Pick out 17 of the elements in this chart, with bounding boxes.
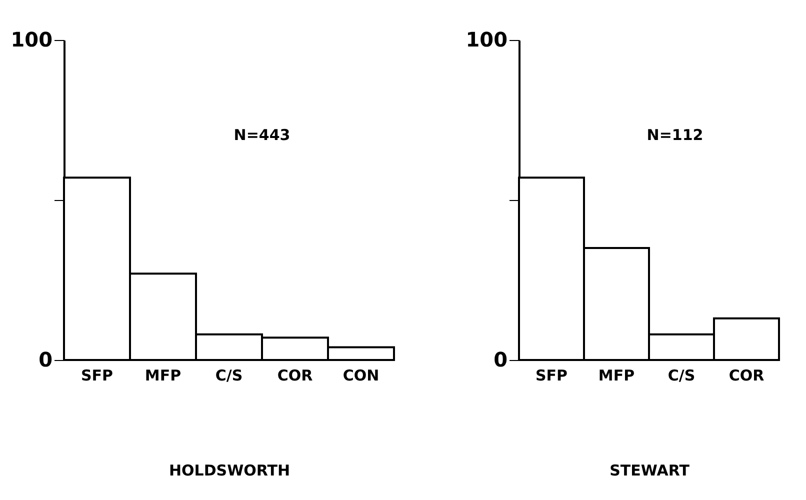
y-tick-label: 100 <box>10 28 52 52</box>
x-axis-title: STEWART <box>610 462 690 480</box>
y-tick-label: 0 <box>38 348 52 372</box>
x-tick-label: SFP <box>80 366 114 384</box>
x-tick-label: COR <box>728 366 765 384</box>
x-tick-label: C/S <box>668 366 696 384</box>
x-tick-label: CON <box>342 366 380 384</box>
annotation: N=443 <box>234 126 290 144</box>
x-tick-label: COR <box>277 366 314 384</box>
x-tick-label: MFP <box>598 366 635 384</box>
x-tick-label: SFP <box>535 366 568 384</box>
x-tick-label: C/S <box>215 366 243 384</box>
y-tick-label: 0 <box>494 348 508 372</box>
x-axis-title: HOLDSWORTH <box>168 462 290 480</box>
x-tick-label: MFP <box>144 366 182 384</box>
annotation: N=112 <box>646 126 704 144</box>
y-tick-label: 100 <box>466 28 508 52</box>
